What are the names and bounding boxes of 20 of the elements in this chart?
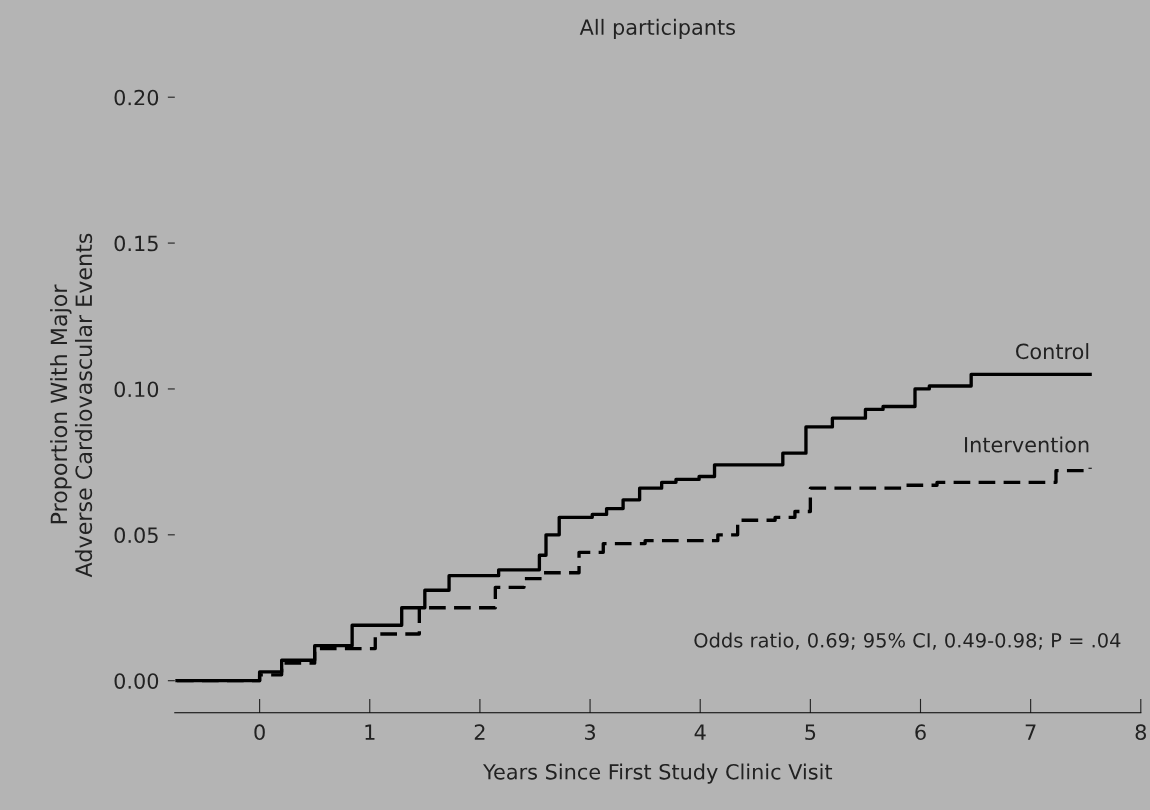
x-tick-label: 7 xyxy=(1025,724,1036,740)
x-tick-label: 0 xyxy=(254,724,265,741)
x-tick-label: 8 xyxy=(1135,724,1146,741)
x-tick-label: 6 xyxy=(915,724,926,741)
y-tick-label: 0.00 xyxy=(114,673,159,689)
x-tick-label: 3 xyxy=(585,724,596,741)
y-axis-title: Proportion With Major Adverse Cardiovascular Events xyxy=(50,233,93,578)
annotation: Odds ratio, 0.69; 95% CI, 0.49-0.98; P = .04 xyxy=(694,632,1121,650)
x-tick-label: 2 xyxy=(474,724,485,740)
y-tick-label: 0.20 xyxy=(114,89,159,106)
series-label: Intervention xyxy=(965,436,1089,453)
y-tick-label: 0.10 xyxy=(114,381,159,398)
x-axis-title: Years Since First Study Clinic Visit xyxy=(483,763,833,784)
chart-title: All participants xyxy=(579,18,735,40)
y-tick-label: 0.15 xyxy=(114,235,158,252)
x-tick-label: 5 xyxy=(805,724,816,741)
x-tick-label: 1 xyxy=(365,724,375,740)
x-tick-label: 4 xyxy=(694,724,706,740)
series-label: Control xyxy=(1016,343,1089,360)
y-tick-label: 0.05 xyxy=(114,527,158,544)
